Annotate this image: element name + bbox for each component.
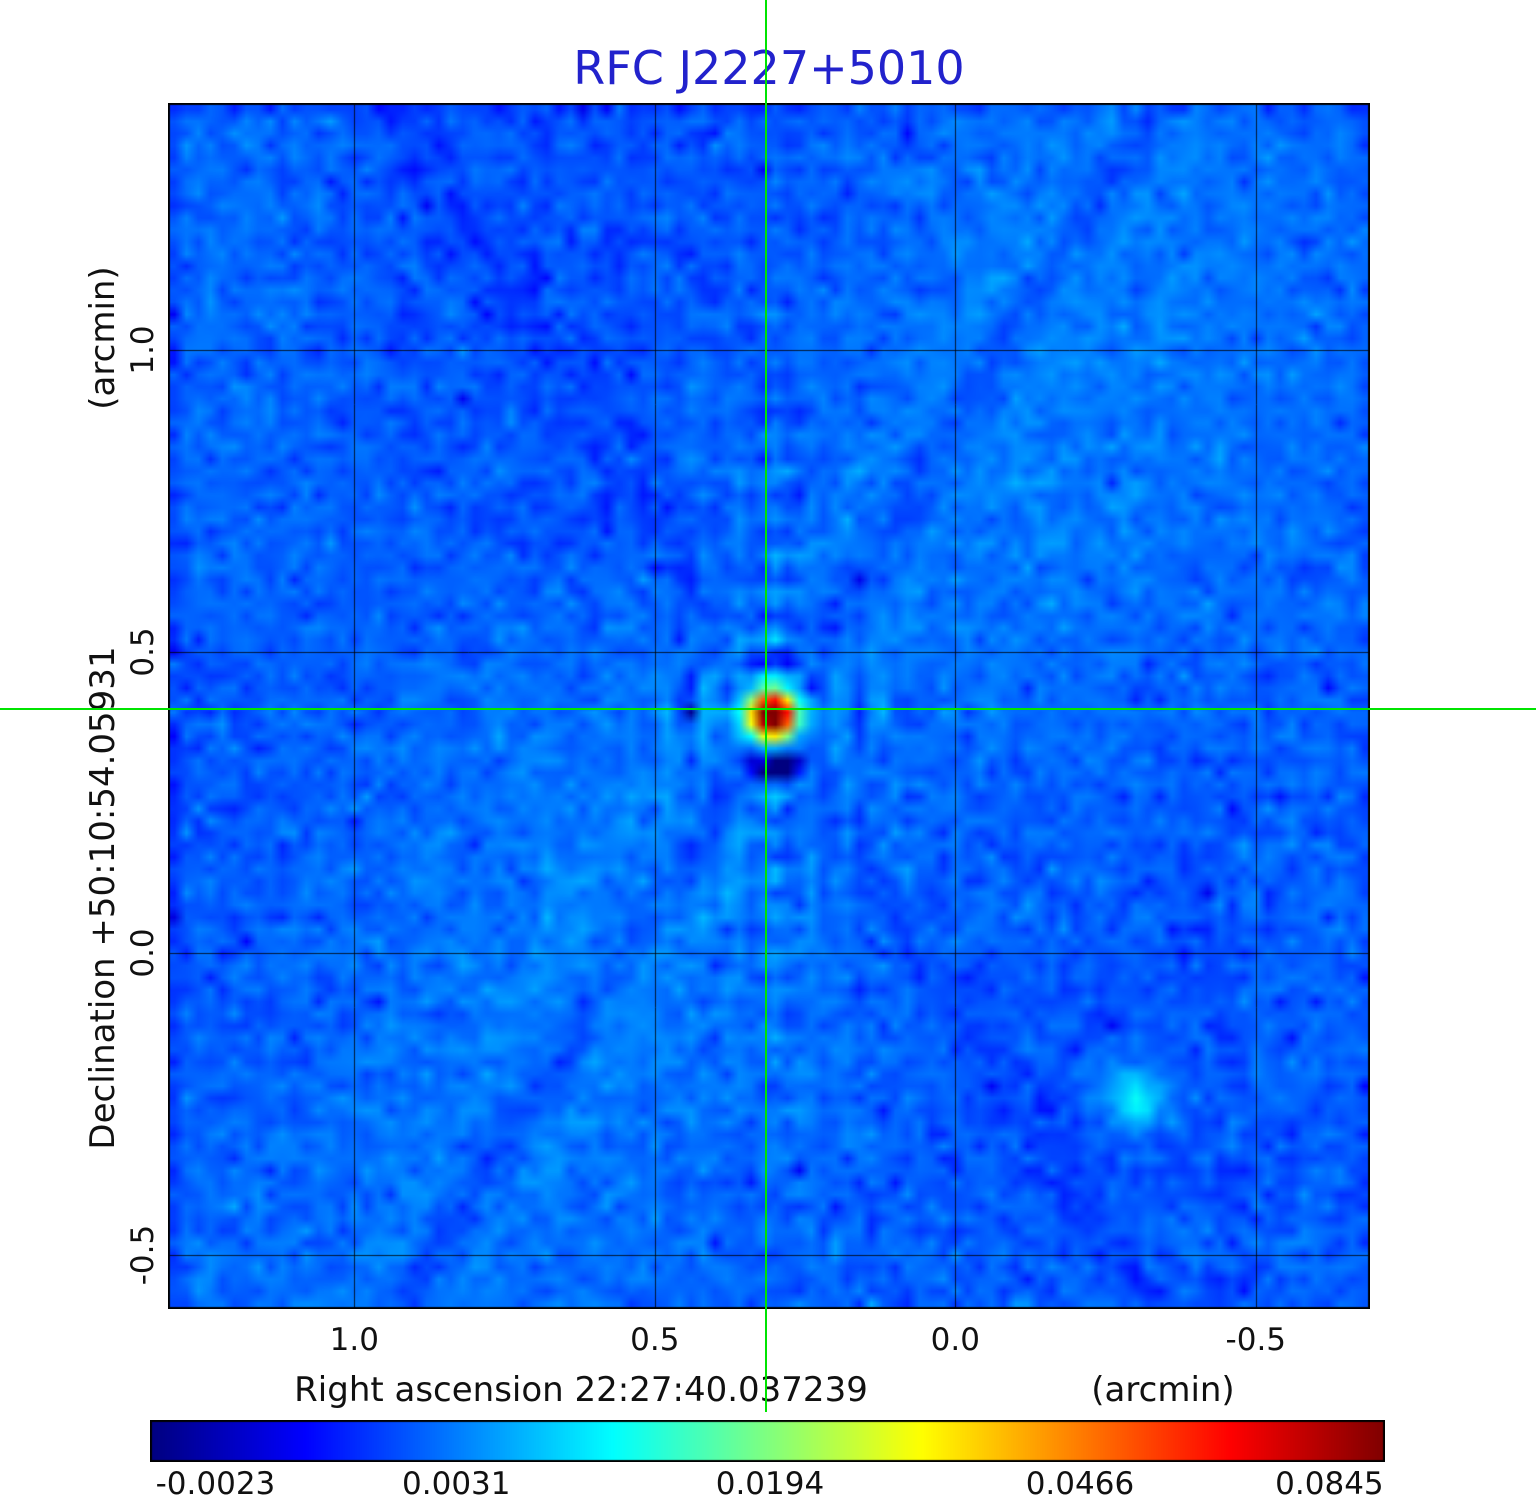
crosshair-horizontal-line — [0, 708, 1536, 710]
y-axis-label: Declination +50:10:54.05931 — [83, 646, 123, 1150]
colorbar-tick-label: 0.0845 — [1275, 1466, 1384, 1502]
colorbar-tick-label: 0.0194 — [715, 1466, 825, 1502]
y-tick-label: 0.0 — [125, 928, 161, 978]
x-tick-label: 1.0 — [329, 1322, 379, 1358]
colorbar-tick-label: 0.0466 — [1025, 1466, 1135, 1502]
y-tick-label: 1.0 — [125, 325, 161, 375]
x-axis-label: Right ascension 22:27:40.037239 — [294, 1370, 868, 1410]
y-tick-label: 0.5 — [125, 627, 161, 677]
y-tick-label: -0.5 — [125, 1224, 161, 1285]
x-tick-label: 0.0 — [930, 1322, 980, 1358]
x-tick-label: 0.5 — [630, 1322, 680, 1358]
sky-map-image — [168, 103, 1370, 1309]
crosshair-vertical-line — [764, 0, 767, 1412]
y-axis-unit-label: (arcmin) — [83, 266, 123, 410]
colorbar — [150, 1420, 1385, 1462]
x-tick-label: -0.5 — [1225, 1322, 1287, 1358]
colorbar-tick-label: 0.0031 — [402, 1466, 511, 1502]
colorbar-tick-label: -0.0023 — [155, 1466, 276, 1502]
x-axis-unit-label: (arcmin) — [1091, 1370, 1235, 1410]
plot-title: RFC J2227+5010 — [573, 41, 965, 95]
